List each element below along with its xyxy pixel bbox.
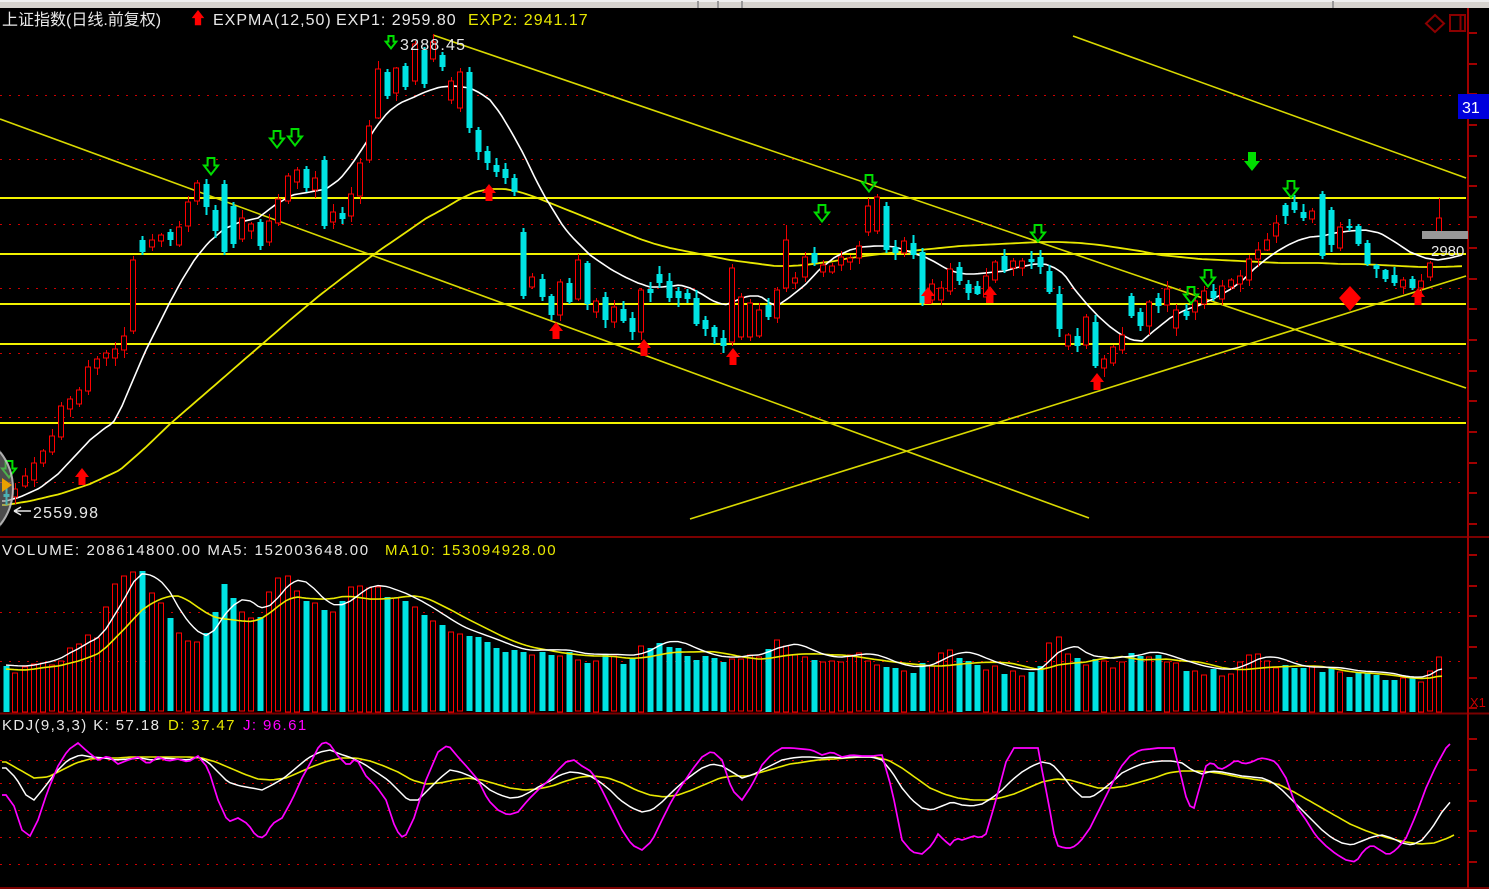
svg-text:EXP2: 2941.17: EXP2: 2941.17 <box>468 12 589 29</box>
svg-text:31: 31 <box>1462 100 1480 117</box>
svg-text:VOLUME: 208614800.00 MA5: 1520: VOLUME: 208614800.00 MA5: 152003648.00 <box>2 542 370 559</box>
svg-text:KDJ(9,3,3) K: 57.18: KDJ(9,3,3) K: 57.18 <box>2 717 160 734</box>
svg-text:MA10: 153094928.00: MA10: 153094928.00 <box>385 542 557 559</box>
svg-text:2980: 2980 <box>1431 243 1464 260</box>
svg-text:J: 96.61: J: 96.61 <box>243 717 308 734</box>
svg-text:X1: X1 <box>1470 695 1486 710</box>
svg-text:3288.45: 3288.45 <box>400 37 466 54</box>
svg-text:2559.98: 2559.98 <box>33 505 99 522</box>
svg-text:EXPMA(12,50): EXPMA(12,50) <box>213 12 332 29</box>
svg-text:上证指数(日线.前复权): 上证指数(日线.前复权) <box>2 11 161 29</box>
svg-text:EXP1: 2959.80: EXP1: 2959.80 <box>336 12 457 29</box>
svg-text:D: 37.47: D: 37.47 <box>168 717 236 734</box>
